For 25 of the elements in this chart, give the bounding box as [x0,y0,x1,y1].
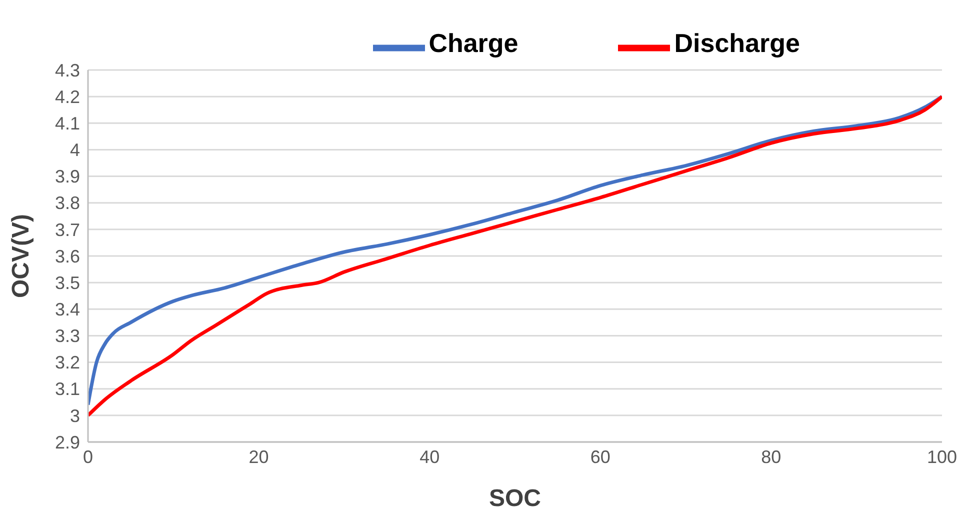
x-axis-title: SOC [488,485,542,512]
x-tick-label: 100 [926,446,958,467]
y-tick-label: 3.9 [54,166,80,187]
legend-label: Discharge [674,28,800,58]
y-tick-label: 3 [70,406,80,426]
y-tick-label: 4.2 [54,86,80,107]
y-tick-label: 2.9 [54,432,80,452]
y-tick-label: 3.8 [54,193,80,214]
y-axis-title: OCV(V) [8,214,35,298]
x-tick-label: 20 [248,446,269,467]
y-tick-label: 3.1 [54,379,80,400]
y-tick-label: 3.3 [54,326,80,346]
x-tick-label: 80 [761,446,782,467]
y-tick-label: 3.2 [54,352,80,373]
x-tick-label: 40 [420,446,440,467]
y-tick-label: 3.6 [54,246,80,266]
x-tick-label: 60 [590,446,610,467]
y-tick-label: 3.4 [54,300,80,320]
legend-label: Charge [428,28,518,58]
x-tick-label: 0 [82,446,94,467]
y-tick-label: 3.7 [54,220,80,240]
y-tick-label: 4.1 [54,114,80,134]
y-tick-label: 4.3 [54,60,80,80]
y-tick-label: 3.5 [54,272,80,293]
y-tick-label: 4 [70,140,80,160]
